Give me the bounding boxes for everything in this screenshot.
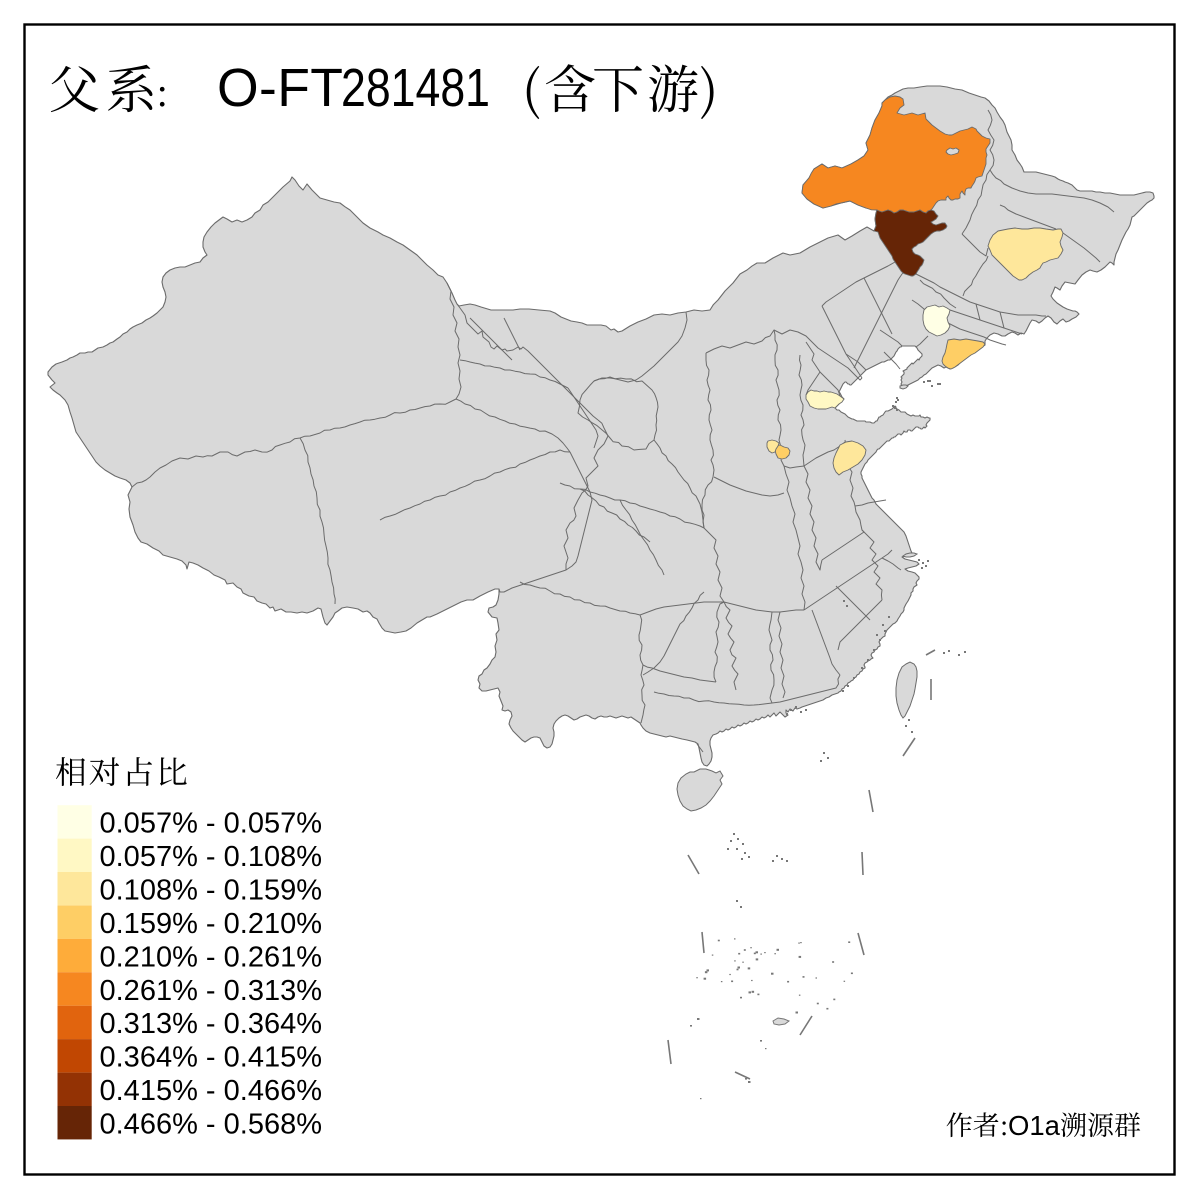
svg-text:0.313% - 0.364%: 0.313% - 0.364% bbox=[100, 1008, 322, 1040]
svg-text:0.108% - 0.159%: 0.108% - 0.159% bbox=[100, 875, 322, 907]
svg-text:0.364% - 0.415%: 0.364% - 0.415% bbox=[100, 1042, 322, 1074]
svg-text:O1a: O1a bbox=[1008, 1110, 1061, 1141]
svg-text:0.210% - 0.261%: 0.210% - 0.261% bbox=[100, 941, 322, 973]
svg-text:0.261% - 0.313%: 0.261% - 0.313% bbox=[100, 975, 322, 1007]
svg-text:281481: 281481 bbox=[341, 59, 490, 118]
svg-text:O-FT: O-FT bbox=[217, 59, 343, 118]
svg-text:0.466% - 0.568%: 0.466% - 0.568% bbox=[100, 1109, 322, 1141]
svg-text:0.057% - 0.057%: 0.057% - 0.057% bbox=[100, 808, 322, 840]
svg-text:0.057% - 0.108%: 0.057% - 0.108% bbox=[100, 841, 322, 873]
svg-text:0.159% - 0.210%: 0.159% - 0.210% bbox=[100, 908, 322, 940]
svg-text:0.415% - 0.466%: 0.415% - 0.466% bbox=[100, 1075, 322, 1107]
